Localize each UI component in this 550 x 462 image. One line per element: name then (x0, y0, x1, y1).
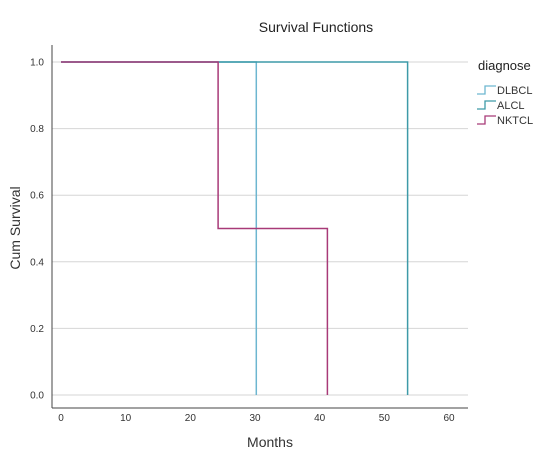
y-axis-label: Cum Survival (7, 186, 23, 269)
legend-item-dlbcl: DLBCL (477, 85, 532, 97)
x-axis-label: Months (247, 434, 293, 450)
x-tick-label: 40 (314, 413, 326, 424)
series-line-nktcl (61, 61, 329, 395)
legend-swatch (477, 85, 496, 95)
y-tick-label: 0.2 (30, 324, 44, 335)
legend-swatch (477, 100, 496, 110)
x-tick-label: 60 (443, 413, 455, 424)
x-tick-label: 20 (185, 413, 197, 424)
series-lines (61, 61, 409, 395)
legend-item-nktcl: NKTCL (477, 115, 533, 127)
x-tick-label: 10 (120, 413, 132, 424)
legend: diagnose DLBCL ALCL NKTCL (477, 58, 533, 127)
legend-item-alcl: ALCL (477, 100, 525, 112)
axes (51, 45, 468, 409)
legend-label: NKTCL (497, 115, 533, 127)
legend-swatch (477, 115, 496, 125)
y-tick-label: 0.6 (30, 191, 44, 202)
legend-title: diagnose (478, 58, 531, 73)
legend-label: ALCL (497, 100, 525, 112)
y-ticks: 0.0 0.2 0.4 0.6 0.8 1.0 (30, 58, 44, 402)
x-ticks: 0 10 20 30 40 50 60 (58, 413, 455, 424)
y-tick-label: 0.0 (30, 391, 44, 402)
y-tick-label: 0.8 (30, 124, 44, 135)
y-tick-label: 0.4 (30, 257, 44, 268)
x-tick-label: 0 (58, 413, 64, 424)
x-tick-label: 50 (379, 413, 391, 424)
y-tick-label: 1.0 (30, 58, 44, 69)
x-tick-label: 30 (249, 413, 261, 424)
chart-title: Survival Functions (259, 19, 373, 35)
legend-label: DLBCL (497, 85, 532, 97)
